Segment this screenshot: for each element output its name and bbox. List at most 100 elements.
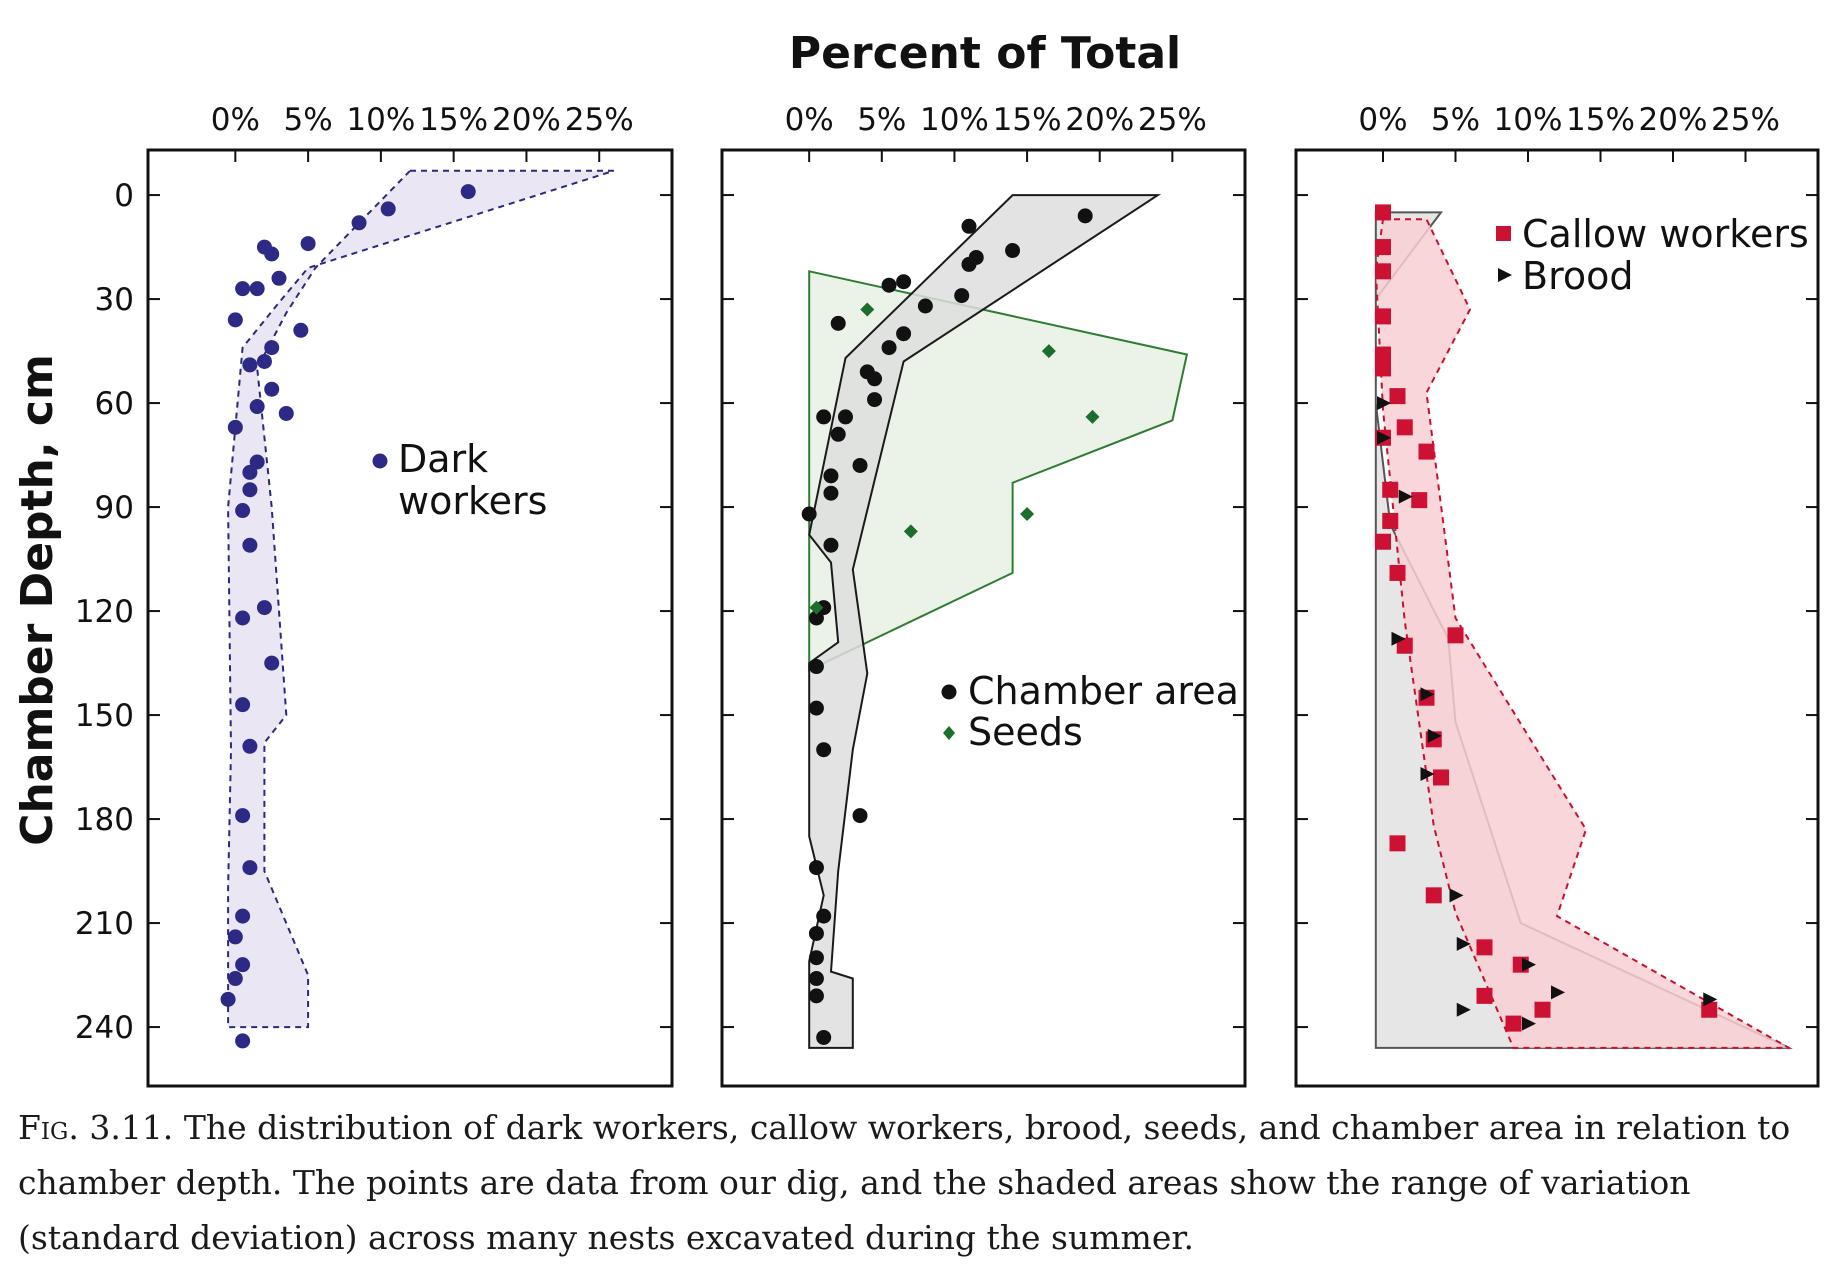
- data-point: [860, 302, 875, 317]
- data-point: [264, 246, 280, 262]
- panel-frame: [720, 148, 1247, 1088]
- data-point: [1449, 888, 1464, 903]
- band-callow-workers: [1374, 218, 1793, 1049]
- data-point: [235, 957, 251, 973]
- data-point: [1382, 512, 1399, 529]
- series-brood: [1377, 396, 1718, 1031]
- data-point: [256, 600, 272, 616]
- series-seeds: [809, 302, 1100, 615]
- data-point: [852, 457, 868, 473]
- panel-frame: [1294, 148, 1820, 1088]
- x-tick-label: 20%: [1639, 102, 1708, 138]
- series-chamber-area: [801, 208, 1093, 1045]
- legend-marker-callow-workers: [1496, 226, 1511, 241]
- data-point: [1389, 564, 1406, 581]
- caption-text: The distribution of dark workers, callow…: [18, 1108, 1791, 1257]
- x-tick-label: 10%: [346, 102, 415, 138]
- legend-marker-chamber-area: [941, 684, 957, 700]
- x-tick-label: 5%: [1431, 102, 1480, 138]
- data-point: [227, 929, 243, 945]
- panel-frame: [146, 148, 674, 1088]
- data-point: [1425, 887, 1442, 904]
- data-point: [903, 524, 918, 539]
- data-point: [380, 201, 396, 217]
- data-point: [227, 419, 243, 435]
- panel-dark: 0% 5% 10% 15% 20% 25% 0 30 60 90 120 150 180 210 240: [75, 102, 674, 1088]
- data-point: [1375, 308, 1391, 325]
- data-point: [808, 971, 824, 987]
- data-point: [801, 506, 817, 522]
- data-point: [1534, 1001, 1551, 1018]
- data-point: [242, 464, 258, 480]
- data-point: [249, 454, 265, 470]
- data-point: [1522, 957, 1536, 972]
- data-point: [961, 218, 977, 234]
- data-point: [809, 600, 824, 615]
- data-point: [808, 950, 824, 966]
- data-point: [1505, 1015, 1522, 1032]
- band-chamber-area: [808, 194, 1162, 1049]
- data-point: [808, 700, 824, 716]
- data-point: [220, 991, 236, 1007]
- y-tick-label: 90: [95, 490, 134, 526]
- data-point: [808, 610, 824, 626]
- data-point: [1377, 396, 1391, 411]
- data-point: [1522, 1016, 1536, 1031]
- data-point: [264, 381, 280, 397]
- data-point: [837, 409, 853, 425]
- data-point: [816, 600, 832, 616]
- x-tick-label: 20%: [492, 102, 561, 138]
- data-point: [1375, 263, 1391, 280]
- data-point: [1411, 492, 1428, 509]
- data-point: [954, 288, 970, 304]
- data-point: [235, 1033, 251, 1049]
- figure-number: Fig. 3.11.: [18, 1108, 174, 1147]
- data-point: [235, 908, 251, 924]
- data-point: [242, 357, 258, 373]
- data-point: [235, 610, 251, 626]
- data-point: [808, 860, 824, 876]
- data-point: [808, 659, 824, 675]
- panel-chamber: 0% 5% 10% 15% 20% 25%: [720, 102, 1247, 1088]
- data-point: [278, 405, 294, 421]
- chart-title: Percent of Total: [789, 28, 1181, 79]
- data-point: [242, 860, 258, 876]
- data-point: [300, 236, 316, 252]
- data-point: [1398, 489, 1413, 504]
- data-point: [867, 371, 883, 387]
- data-point: [1382, 481, 1399, 498]
- data-point: [1703, 992, 1718, 1007]
- x-tick-label: 10%: [1494, 102, 1563, 138]
- data-point: [1085, 409, 1100, 424]
- data-point: [271, 270, 287, 286]
- data-point: [816, 742, 832, 758]
- data-point: [1389, 388, 1406, 405]
- legend-label-dark: Dark: [398, 437, 488, 481]
- data-point: [227, 312, 243, 328]
- data-point: [823, 537, 839, 553]
- data-point: [235, 697, 251, 713]
- data-point: [1433, 769, 1449, 786]
- data-point: [242, 537, 258, 553]
- x-tick-label: 20%: [1065, 102, 1134, 138]
- data-point: [852, 808, 868, 824]
- data-point: [830, 315, 846, 331]
- x-tick-label: 25%: [1711, 102, 1780, 138]
- data-point: [1020, 507, 1035, 521]
- data-point: [1041, 344, 1056, 359]
- x-tick-label: 5%: [857, 102, 906, 138]
- legend-label-brood: Brood: [1522, 254, 1633, 298]
- x-tick-label: 25%: [1138, 102, 1207, 138]
- x-tick-label: 0%: [1358, 102, 1407, 138]
- data-point: [1420, 767, 1435, 781]
- data-point: [896, 274, 912, 290]
- data-point: [1476, 987, 1493, 1004]
- data-point: [249, 399, 265, 415]
- data-point: [235, 808, 251, 824]
- data-point: [816, 409, 832, 425]
- data-point: [227, 971, 243, 987]
- data-point: [242, 738, 258, 754]
